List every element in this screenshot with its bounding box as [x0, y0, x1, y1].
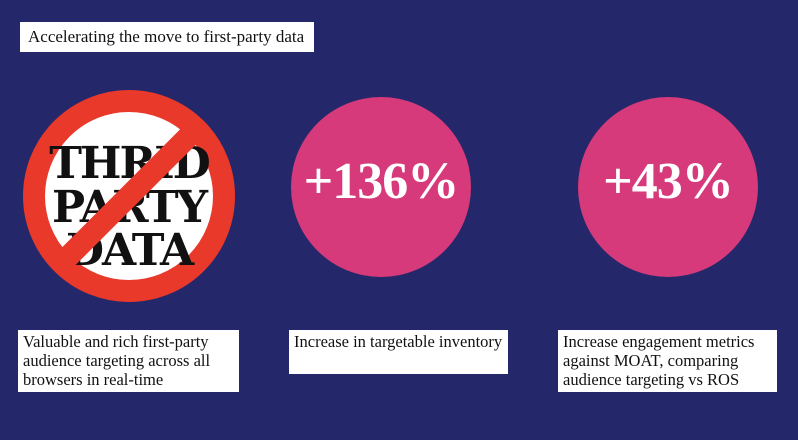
prohibition-sign: THRID PARTY DATA — [23, 90, 235, 302]
caption-first-party-targeting: Valuable and rich first-party audience t… — [18, 330, 239, 392]
prohibition-slash — [53, 120, 205, 272]
stat-value-engagement: +43% — [603, 152, 734, 210]
stat-circle-engagement: +43% — [578, 97, 758, 277]
stat-circle-inventory: +136% — [291, 97, 471, 277]
no-third-party-data-icon: THRID PARTY DATA — [18, 85, 240, 307]
caption-engagement-metrics: Increase engagement metrics against MOAT… — [558, 330, 777, 392]
page-title: Accelerating the move to first-party dat… — [20, 22, 315, 52]
stat-value-inventory: +136% — [303, 152, 460, 210]
caption-targetable-inventory: Increase in targetable inventory — [289, 330, 508, 374]
